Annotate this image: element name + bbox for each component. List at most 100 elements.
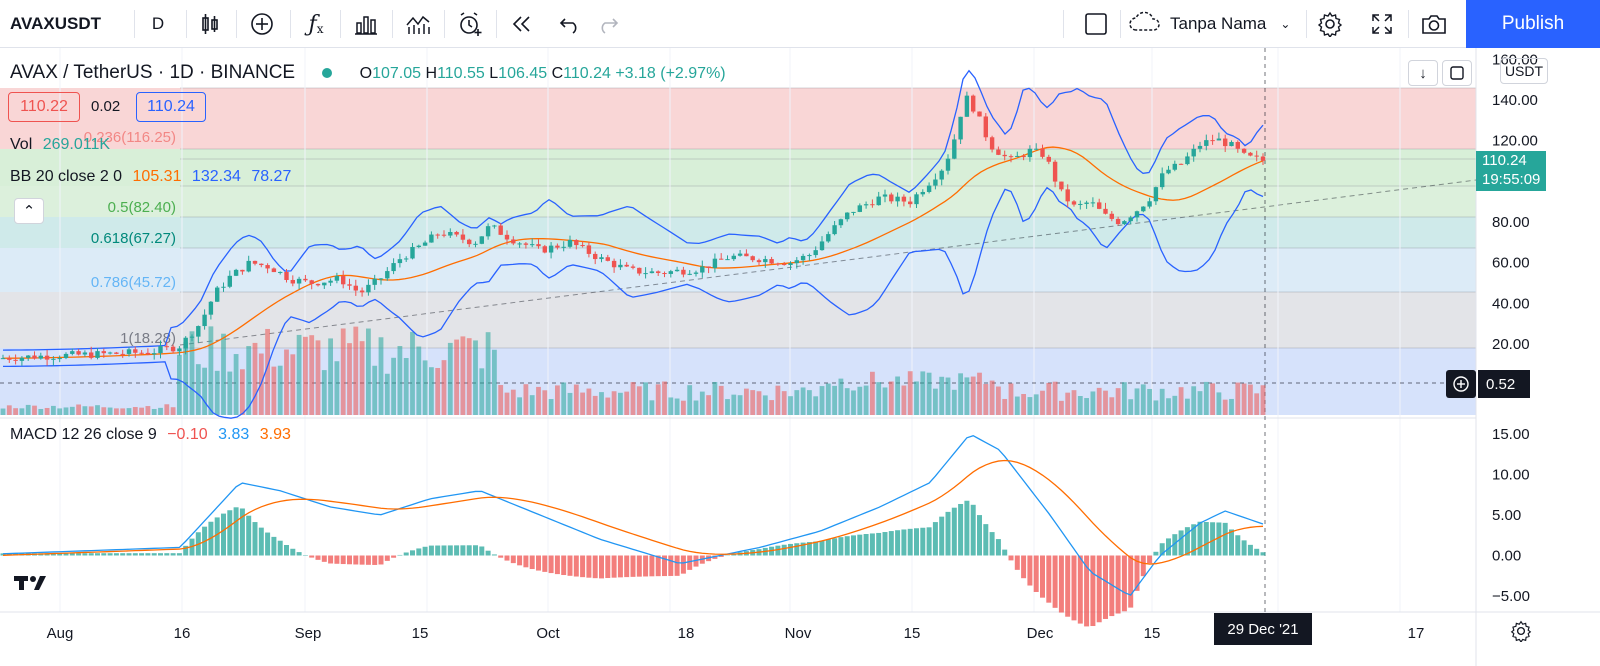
templates-icon[interactable] (398, 0, 438, 48)
replay-icon[interactable] (502, 0, 542, 48)
candle-body (473, 243, 478, 245)
time-tick: 17 (1408, 625, 1425, 642)
volume-bar (655, 384, 661, 415)
candle-body (656, 271, 661, 274)
layout-square-icon[interactable] (1076, 0, 1116, 48)
volume-bar (44, 407, 50, 415)
candle-body (523, 243, 529, 245)
macd-histogram-bar (844, 536, 850, 556)
volume-bar (391, 357, 396, 415)
undo-icon[interactable] (550, 0, 590, 48)
tradingview-logo[interactable] (10, 568, 50, 598)
candle-body (57, 358, 62, 360)
macd-histogram-bar (1191, 524, 1197, 556)
macd-histogram-bar (536, 555, 541, 571)
candle-body (1109, 213, 1114, 219)
candle-body (1052, 161, 1058, 182)
axis-settings-icon[interactable] (1508, 618, 1534, 644)
candle-body (95, 351, 100, 358)
candle-body (347, 284, 352, 286)
volume-bar (870, 371, 875, 415)
macd-histogram-bar (510, 555, 516, 564)
volume-bar (410, 331, 415, 415)
volume-bar (737, 395, 743, 415)
bb-upper-line (2, 69, 1264, 351)
sell-price-button[interactable]: 110.22 (8, 92, 80, 122)
symbol-search[interactable]: AVAXUSDT (10, 14, 101, 33)
macd-histogram-bar (416, 548, 422, 556)
toolbar-divider (392, 10, 393, 38)
volume-bar (681, 400, 686, 415)
candle-body (693, 272, 699, 274)
macd-histogram-bar (132, 553, 138, 556)
interval-button[interactable]: D (151, 14, 165, 33)
candle-body (120, 353, 125, 355)
macd-histogram-bar (1172, 534, 1178, 556)
macd-histogram-bar (113, 553, 119, 556)
volume-bar (88, 406, 94, 415)
add-compare-icon[interactable] (242, 0, 282, 48)
macd-histogram-bar (920, 527, 926, 556)
toolbar-divider (186, 10, 187, 38)
redo-icon[interactable] (588, 0, 628, 48)
volume-bar (674, 398, 680, 415)
volume-bar (441, 360, 447, 415)
candles-icon[interactable] (190, 0, 230, 48)
volume-bar (95, 405, 100, 415)
macd-histogram-bar (1046, 555, 1052, 603)
fullscreen-icon[interactable] (1362, 0, 1402, 48)
volume-bar (315, 340, 321, 415)
collapse-legend-button[interactable]: ⌃ (14, 198, 44, 224)
candle-body (530, 244, 535, 246)
alert-icon[interactable] (450, 0, 490, 48)
bb-lower-value: 78.27 (251, 168, 292, 185)
macd-histogram-bar (170, 553, 176, 556)
layout-name-button[interactable]: Tanpa Nama ⌄ (1128, 0, 1308, 48)
volume-bar (819, 386, 825, 415)
camera-icon[interactable] (1414, 0, 1454, 48)
candle-body (983, 116, 988, 138)
settings-icon[interactable] (1310, 0, 1350, 48)
candle-body (618, 264, 623, 268)
candle-body (441, 234, 447, 236)
toolbar-divider (134, 10, 135, 38)
currency-button[interactable]: USDT (1500, 58, 1548, 84)
buy-price-button[interactable]: 110.24 (136, 92, 206, 122)
macd-histogram-bar (441, 545, 447, 556)
bollinger-bands (2, 69, 1264, 419)
macd-histogram-bar (1115, 555, 1121, 614)
price-chart[interactable]: 0.236(116.25) 0.5(82.40) 0.618(67.27) 0.786… (0, 48, 1600, 666)
candle-body (246, 260, 251, 272)
candle-body (133, 349, 138, 353)
add-plus-icon[interactable] (1446, 370, 1476, 398)
scroll-down-icon[interactable]: ↓ (1408, 60, 1438, 86)
candle-body (977, 111, 982, 117)
macd-histogram-bar (145, 553, 151, 556)
bb-legend[interactable]: BB 20 close 2 0 105.31 132.34 78.27 (10, 168, 292, 185)
macd-histogram-bar (183, 545, 189, 556)
publish-button[interactable]: Publish (1466, 0, 1600, 48)
macd-histogram-bar (1021, 555, 1027, 579)
chart-grid (0, 48, 1600, 666)
candle-body (1197, 145, 1203, 149)
candle-body (1084, 202, 1089, 204)
financials-icon[interactable] (346, 0, 386, 48)
macd-histogram-bar (428, 545, 434, 556)
fib-zone (180, 292, 1476, 348)
candle-body (920, 191, 925, 195)
maximize-pane-icon[interactable] (1442, 60, 1472, 86)
volume-bar (158, 407, 163, 415)
volume-bar (170, 407, 176, 415)
volume-bar (195, 364, 201, 415)
toolbar-divider (236, 10, 237, 38)
macd-histogram-bar (491, 554, 497, 556)
macd-histogram-bar (945, 511, 951, 556)
macd-histogram-bar (290, 548, 296, 556)
candle-body (208, 301, 214, 315)
macd-histogram-bar (252, 522, 258, 556)
candle-body (996, 149, 1001, 155)
macd-histogram-bar (76, 553, 82, 556)
volume-bar (221, 333, 226, 415)
macd-legend[interactable]: MACD 12 26 close 9 −0.10 3.83 3.93 (10, 426, 291, 443)
